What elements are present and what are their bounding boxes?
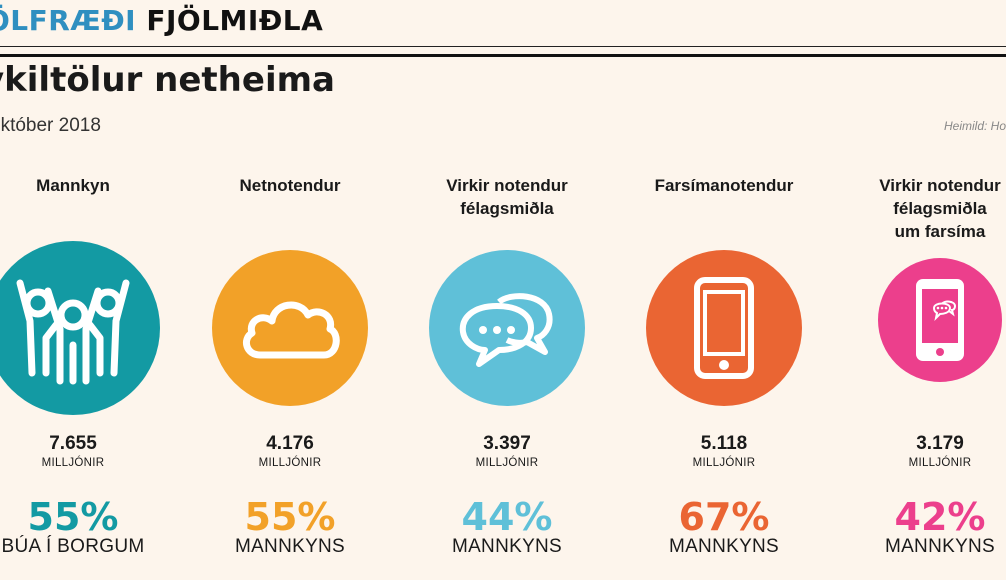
- stat-circle: [878, 258, 1002, 382]
- smartphone-icon: [693, 276, 755, 380]
- stat-circle: [212, 250, 368, 406]
- smartphone-chat-icon: [913, 276, 967, 364]
- stat-percent: 67%: [678, 495, 770, 539]
- stat-unit: MILLJÓNIR: [258, 457, 322, 469]
- stat-value: 3.397: [483, 433, 531, 454]
- header: ÖLFRÆÐI FJÖLMIÐLA: [0, 0, 1006, 44]
- stat-caption: MANNKYNS: [668, 536, 780, 557]
- stat-mankind: Mannkyn 7.655 MILLJÓNIR 55% BÚA Í BORGUM: [0, 0, 173, 580]
- date-subtitle: október 2018: [0, 115, 101, 136]
- header-divider-thin: [0, 46, 1006, 47]
- publication-title: ÖLFRÆÐI FJÖLMIÐLA: [0, 4, 324, 37]
- stat-label: Virkir notendur félagsmiðla: [446, 176, 568, 218]
- stat-percent: 55%: [244, 495, 336, 539]
- stat-caption: BÚA Í BORGUM: [1, 536, 145, 557]
- stat-caption: MANNKYNS: [234, 536, 346, 557]
- stat-unit: MILLJÓNIR: [41, 457, 105, 469]
- stat-unit: MILLJÓNIR: [908, 457, 972, 469]
- stat-internet-users: Netnotendur 4.176 MILLJÓNIR 55% MANNKYNS: [190, 0, 390, 580]
- stat-label: Mannkyn: [36, 176, 110, 195]
- stat-percent: 42%: [894, 495, 986, 539]
- stat-circle: [0, 241, 160, 415]
- stat-social-media-users: Virkir notendur félagsmiðla 3.397 MILLJÓ…: [407, 0, 607, 580]
- stat-label: Farsímanotendur: [654, 176, 794, 195]
- stat-value: 4.176: [266, 433, 314, 454]
- header-divider-thick: [0, 54, 1006, 57]
- stat-value: 3.179: [916, 433, 964, 454]
- stat-caption: MANNKYNS: [451, 536, 563, 557]
- stat-value: 5.118: [700, 433, 748, 454]
- chat-bubbles-icon: [455, 286, 559, 370]
- stat-percent: 44%: [461, 495, 553, 539]
- stat-mobile-social-users: Virkir notendur félagsmiðla um farsíma 3…: [840, 0, 1006, 580]
- stat-caption: MANNKYNS: [884, 536, 996, 557]
- stat-mobile-users: Farsímanotendur 5.118 MILLJÓNIR 67% MANN…: [624, 0, 824, 580]
- stat-percent: 55%: [27, 495, 119, 539]
- stat-circle: [646, 250, 802, 406]
- people-icon: [8, 263, 138, 393]
- stat-label: Netnotendur: [239, 176, 341, 195]
- cloud-icon: [238, 293, 342, 363]
- stat-unit: MILLJÓNIR: [475, 457, 539, 469]
- stat-circle: [429, 250, 585, 406]
- stat-unit: MILLJÓNIR: [692, 457, 756, 469]
- stat-label: Virkir notendur félagsmiðla um farsíma: [879, 176, 1001, 241]
- source-credit: Heimild: Ho: [943, 119, 1006, 133]
- stat-value: 7.655: [49, 433, 97, 454]
- page-title: ykiltölur netheima: [0, 60, 335, 100]
